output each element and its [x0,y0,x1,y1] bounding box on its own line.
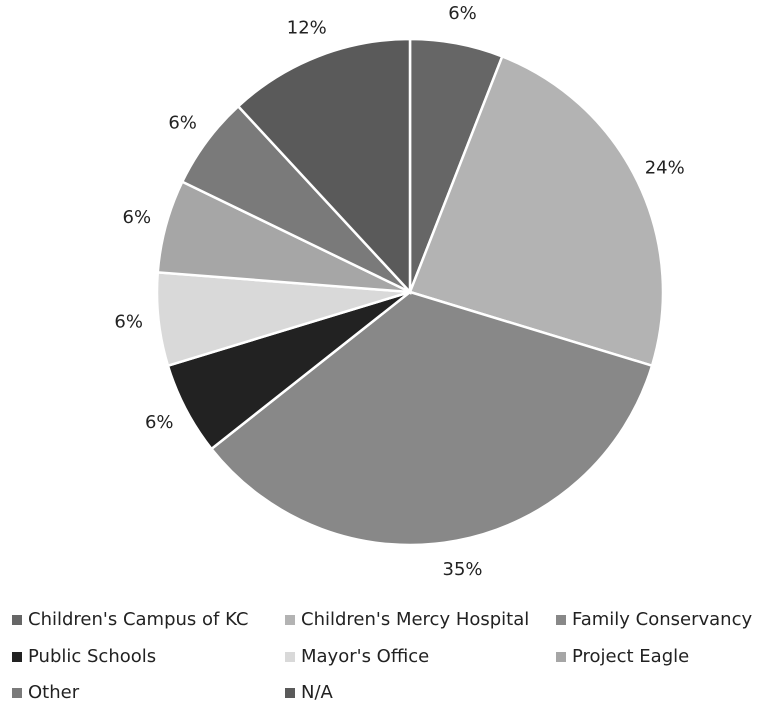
legend-swatch [285,652,295,662]
data-label: 6% [114,312,143,333]
legend-swatch [556,652,566,662]
pie-slice [408,54,665,368]
data-label: 12% [287,17,327,38]
legend-swatch [285,615,295,625]
legend-label: Children's Campus of KC [28,609,248,630]
legend-swatch [285,688,295,698]
legend-label: Mayor's Office [301,646,429,667]
pie-slice [236,37,412,296]
legend-label: Project Eagle [572,646,689,667]
data-label: 6% [448,3,477,24]
legend-swatch [12,615,22,625]
legend-label: Other [28,682,80,703]
data-label: 35% [443,559,483,580]
data-label: 6% [145,412,174,433]
legend-label: Children's Mercy Hospital [301,609,529,630]
legend-swatch [12,652,22,662]
legend-swatch [12,688,22,698]
data-label: 6% [123,207,152,228]
legend-label: Public Schools [28,646,156,667]
pie-slice [209,290,654,547]
data-label: 6% [168,113,197,134]
data-label: 24% [645,158,685,179]
legend-label: N/A [301,682,334,703]
legend-swatch [556,615,566,625]
legend-label: Family Conservancy [572,609,752,630]
